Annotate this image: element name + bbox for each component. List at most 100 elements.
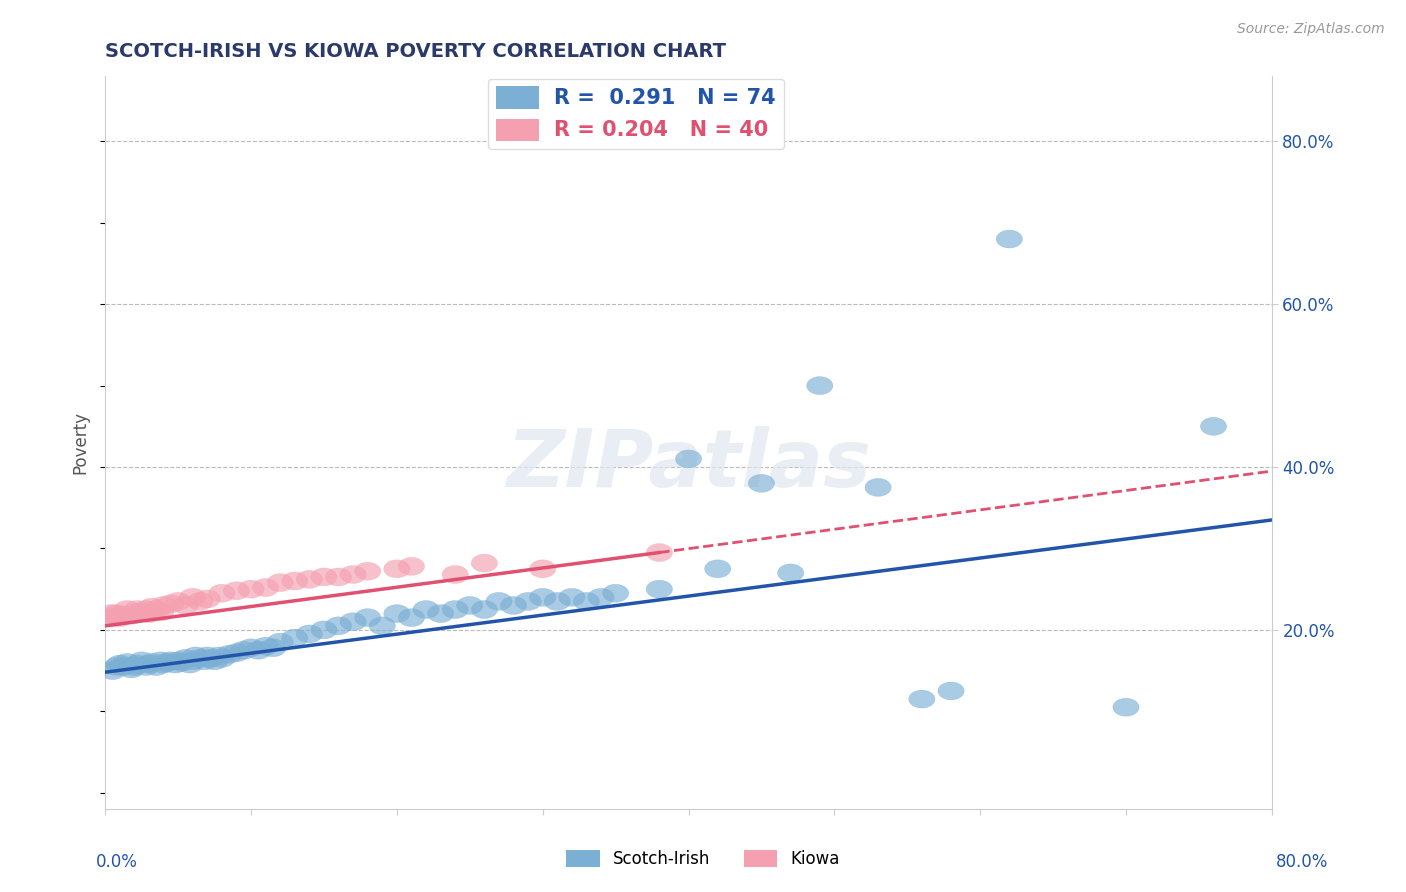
Ellipse shape [205, 647, 232, 665]
Ellipse shape [197, 649, 224, 667]
Ellipse shape [173, 649, 198, 667]
Ellipse shape [180, 652, 205, 670]
Ellipse shape [253, 579, 278, 597]
Ellipse shape [515, 592, 541, 610]
Ellipse shape [311, 568, 337, 586]
Ellipse shape [340, 613, 366, 631]
Ellipse shape [245, 641, 271, 659]
Ellipse shape [807, 376, 832, 394]
Ellipse shape [908, 690, 935, 708]
Ellipse shape [167, 654, 194, 672]
Ellipse shape [139, 654, 165, 672]
Ellipse shape [675, 450, 702, 467]
Ellipse shape [574, 592, 599, 610]
Ellipse shape [191, 652, 218, 670]
Ellipse shape [997, 230, 1022, 248]
Ellipse shape [173, 597, 198, 615]
Ellipse shape [150, 655, 177, 673]
Ellipse shape [267, 574, 294, 591]
Ellipse shape [143, 657, 169, 675]
Ellipse shape [121, 657, 148, 675]
Ellipse shape [128, 652, 155, 670]
Ellipse shape [148, 652, 174, 670]
Ellipse shape [153, 654, 180, 672]
Ellipse shape [558, 589, 585, 607]
Ellipse shape [384, 560, 411, 578]
Ellipse shape [100, 662, 125, 680]
Ellipse shape [208, 584, 235, 602]
Ellipse shape [530, 560, 555, 578]
Ellipse shape [647, 543, 672, 561]
Ellipse shape [238, 580, 264, 599]
Ellipse shape [748, 475, 775, 492]
Text: ZIPatlas: ZIPatlas [506, 425, 872, 504]
Ellipse shape [194, 647, 221, 665]
Ellipse shape [865, 478, 891, 496]
Ellipse shape [134, 600, 159, 618]
Ellipse shape [162, 655, 188, 673]
Text: 0.0%: 0.0% [96, 853, 138, 871]
Ellipse shape [354, 608, 381, 626]
Ellipse shape [208, 649, 235, 667]
Ellipse shape [778, 564, 804, 582]
Ellipse shape [441, 566, 468, 583]
Legend: Scotch-Irish, Kiowa: Scotch-Irish, Kiowa [560, 843, 846, 875]
Ellipse shape [165, 652, 191, 670]
Y-axis label: Poverty: Poverty [72, 411, 89, 475]
Text: 80.0%: 80.0% [1277, 853, 1329, 871]
Ellipse shape [217, 645, 242, 664]
Ellipse shape [143, 600, 169, 618]
Ellipse shape [110, 657, 136, 675]
Ellipse shape [281, 629, 308, 647]
Ellipse shape [238, 639, 264, 657]
Ellipse shape [201, 652, 228, 670]
Legend: R =  0.291   N = 74, R = 0.204   N = 40: R = 0.291 N = 74, R = 0.204 N = 40 [488, 78, 783, 149]
Ellipse shape [267, 633, 294, 651]
Ellipse shape [104, 657, 129, 675]
Ellipse shape [104, 605, 129, 623]
Ellipse shape [340, 566, 366, 583]
Ellipse shape [114, 654, 141, 672]
Ellipse shape [297, 571, 322, 589]
Ellipse shape [150, 597, 177, 615]
Ellipse shape [148, 603, 174, 621]
Ellipse shape [124, 655, 150, 673]
Ellipse shape [187, 592, 214, 610]
Ellipse shape [603, 584, 628, 602]
Ellipse shape [110, 607, 136, 624]
Ellipse shape [157, 652, 184, 670]
Ellipse shape [177, 655, 202, 673]
Ellipse shape [325, 568, 352, 586]
Ellipse shape [118, 660, 145, 678]
Ellipse shape [281, 572, 308, 590]
Ellipse shape [471, 554, 498, 572]
Text: Source: ZipAtlas.com: Source: ZipAtlas.com [1237, 22, 1385, 37]
Ellipse shape [457, 597, 482, 615]
Ellipse shape [544, 592, 571, 610]
Ellipse shape [96, 608, 121, 626]
Ellipse shape [183, 647, 208, 665]
Ellipse shape [370, 617, 395, 635]
Ellipse shape [114, 600, 141, 618]
Ellipse shape [384, 605, 411, 623]
Ellipse shape [118, 607, 145, 624]
Ellipse shape [231, 641, 257, 659]
Ellipse shape [98, 605, 124, 623]
Ellipse shape [398, 558, 425, 575]
Ellipse shape [588, 589, 614, 607]
Ellipse shape [139, 599, 165, 616]
Ellipse shape [180, 589, 205, 607]
Ellipse shape [128, 603, 155, 621]
Ellipse shape [938, 682, 965, 700]
Ellipse shape [441, 600, 468, 618]
Ellipse shape [1201, 417, 1226, 435]
Ellipse shape [297, 625, 322, 643]
Ellipse shape [107, 655, 134, 673]
Ellipse shape [136, 655, 162, 673]
Ellipse shape [354, 562, 381, 580]
Ellipse shape [413, 600, 439, 618]
Ellipse shape [311, 621, 337, 639]
Ellipse shape [647, 580, 672, 599]
Text: SCOTCH-IRISH VS KIOWA POVERTY CORRELATION CHART: SCOTCH-IRISH VS KIOWA POVERTY CORRELATIO… [105, 42, 727, 61]
Ellipse shape [157, 595, 184, 613]
